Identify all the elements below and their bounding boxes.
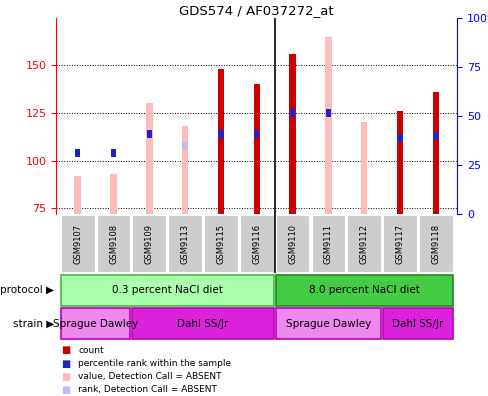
Bar	[111, 149, 116, 157]
Text: count: count	[78, 346, 103, 355]
Bar	[289, 54, 295, 214]
Bar	[61, 274, 273, 306]
Bar	[110, 174, 117, 214]
Bar	[275, 215, 309, 272]
Bar	[74, 176, 81, 214]
Bar	[275, 274, 451, 306]
Text: GSM9110: GSM9110	[287, 223, 296, 264]
Text: rank, Detection Call = ABSENT: rank, Detection Call = ABSENT	[78, 385, 217, 394]
Text: GSM9113: GSM9113	[180, 223, 189, 264]
Bar	[217, 69, 224, 214]
Bar	[275, 308, 380, 339]
Bar	[61, 215, 94, 272]
Bar	[289, 109, 295, 117]
Text: ■: ■	[61, 358, 70, 369]
Text: GSM9111: GSM9111	[323, 223, 332, 264]
Bar	[61, 308, 130, 339]
Bar	[396, 134, 402, 141]
Bar	[382, 215, 416, 272]
Bar	[132, 308, 273, 339]
Bar	[75, 149, 81, 157]
Text: Dahl SS/Jr: Dahl SS/Jr	[391, 319, 443, 329]
Bar	[253, 130, 259, 138]
Text: percentile rank within the sample: percentile rank within the sample	[78, 359, 231, 368]
Text: GSM9112: GSM9112	[359, 223, 368, 264]
Bar	[382, 308, 451, 339]
Text: ■: ■	[61, 371, 70, 382]
Bar	[431, 92, 438, 214]
Text: Sprague Dawley: Sprague Dawley	[53, 319, 138, 329]
Text: Dahl SS/Jr: Dahl SS/Jr	[177, 319, 228, 329]
Bar	[146, 130, 152, 138]
Bar	[182, 141, 188, 149]
Bar	[253, 84, 260, 214]
Bar	[203, 215, 237, 272]
Bar	[97, 215, 130, 272]
Text: value, Detection Call = ABSENT: value, Detection Call = ABSENT	[78, 372, 221, 381]
Text: Sprague Dawley: Sprague Dawley	[285, 319, 370, 329]
Text: GSM9118: GSM9118	[430, 223, 439, 264]
Bar	[346, 215, 380, 272]
Bar	[360, 122, 366, 214]
Text: 0.3 percent NaCl diet: 0.3 percent NaCl diet	[112, 285, 222, 295]
Text: GSM9117: GSM9117	[395, 223, 404, 264]
Bar	[418, 215, 451, 272]
Bar	[325, 109, 330, 117]
Text: GSM9107: GSM9107	[73, 223, 82, 264]
Text: ■: ■	[61, 345, 70, 356]
Text: GSM9108: GSM9108	[109, 223, 118, 264]
Bar	[396, 111, 402, 214]
Bar	[240, 215, 273, 272]
Bar	[146, 103, 152, 214]
Text: protocol ▶: protocol ▶	[0, 285, 54, 295]
Text: ■: ■	[61, 385, 70, 395]
Bar	[132, 215, 166, 272]
Text: 8.0 percent NaCl diet: 8.0 percent NaCl diet	[308, 285, 419, 295]
Text: GSM9116: GSM9116	[252, 223, 261, 264]
Text: GSM9109: GSM9109	[144, 223, 154, 264]
Bar	[218, 130, 223, 138]
Bar	[432, 132, 438, 140]
Bar	[182, 126, 188, 214]
Title: GDS574 / AF037272_at: GDS574 / AF037272_at	[179, 4, 333, 17]
Text: GSM9115: GSM9115	[216, 223, 225, 264]
Bar	[311, 215, 345, 272]
Text: strain ▶: strain ▶	[13, 319, 54, 329]
Bar	[168, 215, 202, 272]
Bar	[325, 37, 331, 214]
